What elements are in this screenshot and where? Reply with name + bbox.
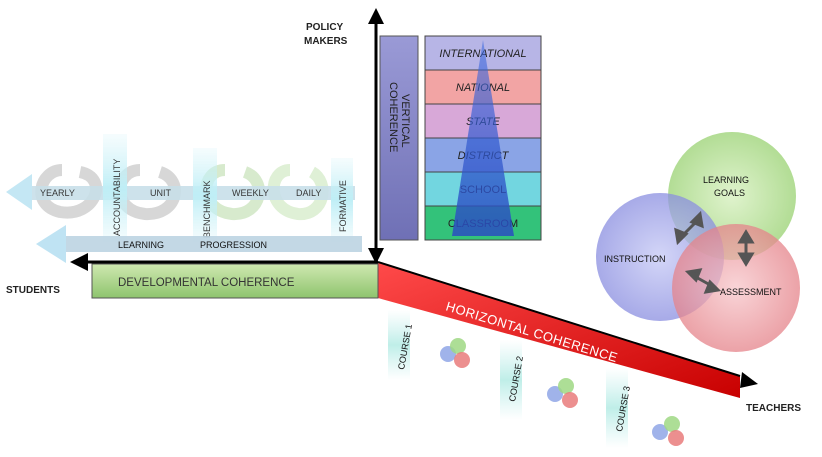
label-benchmark: BENCHMARK [202,180,212,238]
assessment-circle [672,224,800,352]
scale-unit: UNIT [150,188,171,198]
course-3: COURSE 3 [606,368,684,448]
course-1: COURSE 1 [388,310,470,380]
policy-makers-label-1: POLICY [306,22,344,33]
learning-label: LEARNING [118,240,164,250]
progression-label: PROGRESSION [200,240,267,250]
label-formative: FORMATIVE [338,180,348,232]
scale-weekly: WEEKLY [232,188,269,198]
scale-daily: DAILY [296,188,321,198]
assessment-label: ASSESSMENT [720,287,782,297]
course-2: COURSE 2 [500,340,578,420]
venn-diagram: LEARNING GOALS INSTRUCTION ASSESSMENT [596,132,800,352]
double-arrow-icon [737,229,755,267]
levels-stack: INTERNATIONALNATIONALSTATEDISTRICTSCHOOL… [424,35,542,241]
assessment-cycle: YEARLY UNIT WEEKLY DAILY ACCOUNTABILITY … [6,134,355,242]
learning-goals-label-1: LEARNING [703,175,749,185]
double-arrow-icon [674,210,704,246]
learning-goals-label-2: GOALS [714,188,745,198]
learning-progression-arrow: LEARNING PROGRESSION [36,225,362,263]
vertical-coherence-line2: COHERENCE [387,82,399,152]
vertical-coherence-line1: VERTICAL [399,94,411,148]
instruction-label: INSTRUCTION [604,254,666,264]
scale-yearly: YEARLY [40,188,75,198]
policy-makers-label-2: MAKERS [304,36,348,47]
teachers-label: TEACHERS [746,403,801,414]
vertical-coherence: VERTICAL COHERENCE [368,8,419,264]
developmental-coherence-label: DEVELOPMENTAL COHERENCE [118,277,295,289]
developmental-coherence: DEVELOPMENTAL COHERENCE [70,253,379,299]
double-arrow-icon [684,268,722,294]
label-accountability: ACCOUNTABILITY [112,159,122,236]
students-label: STUDENTS [6,285,60,296]
